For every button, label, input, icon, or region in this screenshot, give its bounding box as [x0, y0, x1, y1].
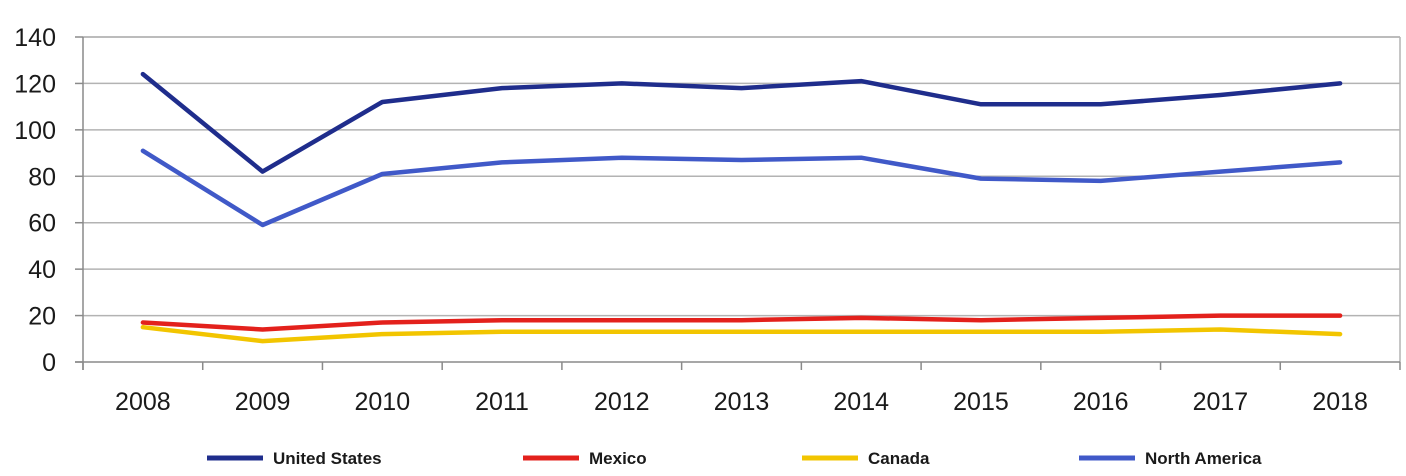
legend-label: Mexico — [589, 449, 647, 468]
x-tick-label: 2009 — [235, 388, 291, 416]
y-tick-label: 20 — [28, 303, 56, 331]
x-tick-label: 2013 — [714, 388, 770, 416]
x-tick-label: 2014 — [833, 388, 889, 416]
y-tick-label: 140 — [14, 24, 56, 52]
y-axis-ticks: 0 20 40 60 80 100 120 140 — [14, 24, 56, 377]
x-tick-label: 2015 — [953, 388, 1009, 416]
y-tick-label: 120 — [14, 70, 56, 98]
series-line-canada — [140, 324, 1343, 344]
x-tick-label: 2010 — [355, 388, 411, 416]
legend: United States Mexico Canada North America — [207, 449, 1262, 468]
x-tick-label: 2018 — [1312, 388, 1368, 416]
y-tick-label: 40 — [28, 256, 56, 284]
gridlines — [83, 36, 1400, 317]
series-line-mexico — [140, 313, 1343, 332]
y-tick-label: 80 — [28, 163, 56, 191]
series-lines — [140, 71, 1343, 344]
x-tick-label: 2017 — [1193, 388, 1249, 416]
x-tick-label: 2011 — [475, 388, 529, 416]
y-tick-label: 0 — [42, 349, 56, 377]
y-tick-label: 60 — [28, 210, 56, 238]
x-tick-label: 2016 — [1073, 388, 1129, 416]
axes — [75, 36, 1401, 370]
x-tick-label: 2012 — [594, 388, 650, 416]
x-axis-ticks: 2008 2009 2010 2011 2012 2013 2014 2015 2016 2017… — [115, 388, 1368, 416]
x-tick-label: 2008 — [115, 388, 171, 416]
legend-label: Canada — [868, 449, 930, 468]
y-tick-label: 100 — [14, 117, 56, 145]
series-line-north-america — [140, 148, 1343, 228]
legend-label: North America — [1145, 449, 1262, 468]
legend-label: United States — [273, 449, 382, 468]
series-line-united-states — [140, 71, 1343, 174]
